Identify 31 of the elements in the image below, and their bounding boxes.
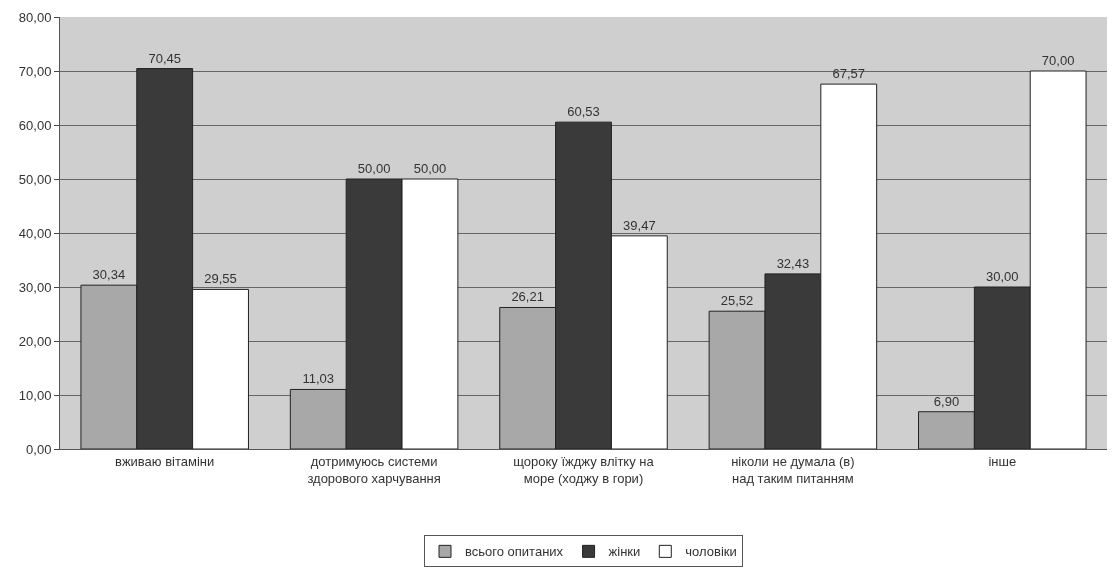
data-label: 30,34 (92, 267, 126, 283)
legend-label: жінки (608, 544, 641, 560)
y-tick-label: 10,00 (18, 387, 52, 403)
y-tick-label: 20,00 (18, 333, 52, 349)
y-tick-label: 80,00 (18, 9, 52, 25)
y-tick-label: 60,00 (18, 117, 52, 133)
data-label: 11,03 (302, 371, 335, 387)
legend-label: чоловіки (685, 544, 737, 560)
data-label: 60,53 (567, 104, 600, 120)
data-label: 70,00 (1041, 53, 1075, 68)
data-label: 25,52 (720, 293, 754, 309)
y-tick-label: 0,00 (26, 441, 52, 457)
y-tick-label: 50,00 (18, 171, 52, 187)
y-tick-label: 40,00 (18, 225, 52, 241)
data-label: 6,90 (933, 393, 960, 409)
data-label: 70,45 (148, 50, 181, 66)
data-label: 50,00 (357, 161, 391, 176)
data-label: 30,00 (986, 269, 1019, 284)
data-label: 29,55 (204, 271, 237, 287)
data-label: 39,47 (623, 217, 656, 233)
legend-label: всього опитаних (465, 544, 564, 560)
y-tick-label: 30,00 (18, 279, 52, 295)
data-label: 50,00 (413, 161, 447, 176)
data-label: 26,21 (511, 289, 544, 305)
x-tick-label: дотримуюсь системи здорового харчування (307, 453, 441, 486)
x-tick-label: вживаю вітаміни (115, 453, 215, 469)
data-label: 32,43 (776, 255, 810, 271)
x-tick-label: ніколи не думала (в) над таким питанням (731, 453, 855, 486)
x-tick-label: щороку їжджу влітку на море (ходжу в гори) (513, 453, 655, 486)
x-tick-label: інше (988, 453, 1017, 469)
y-tick-label: 70,00 (18, 63, 52, 79)
